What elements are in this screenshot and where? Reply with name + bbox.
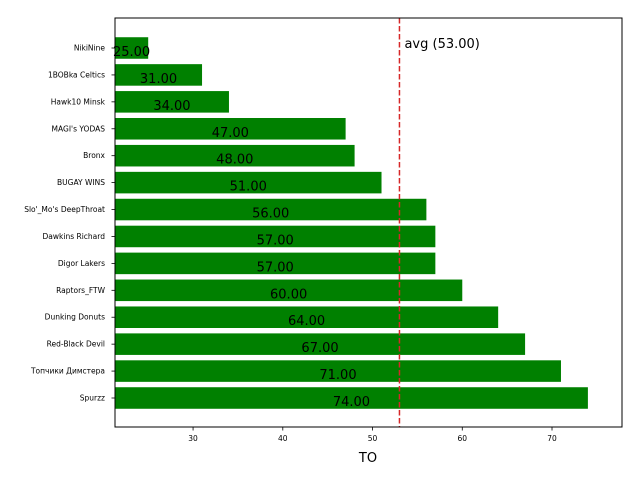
x-tick-label: 30 bbox=[188, 434, 198, 443]
bar bbox=[115, 225, 436, 248]
y-tick-labels: NikiNine 1BOBka Celtics Hawk10 Minsk MAGI's… bbox=[24, 44, 115, 403]
y-tick-label: Slo'_Mo's DeepThroat bbox=[24, 205, 105, 214]
bar bbox=[115, 198, 427, 221]
y-tick-label: Dunking Donuts bbox=[45, 313, 105, 322]
y-tick-label: Spurzz bbox=[80, 394, 105, 403]
y-tick-label: MAGI's YODAS bbox=[52, 124, 106, 133]
bar bbox=[115, 171, 382, 194]
value-label: 71.00 bbox=[319, 368, 356, 383]
plot-frame bbox=[114, 17, 623, 428]
x-axis-label: TO bbox=[358, 451, 377, 466]
bar bbox=[115, 333, 526, 355]
value-label: 51.00 bbox=[230, 180, 267, 195]
bar bbox=[115, 91, 229, 113]
y-tick-label: 1BOBka Celtics bbox=[48, 70, 105, 79]
bar bbox=[115, 144, 355, 167]
value-label: 34.00 bbox=[153, 99, 190, 114]
y-tick-label: BUGAY WINS bbox=[57, 178, 105, 187]
x-tick-label: 40 bbox=[278, 434, 288, 443]
value-label: 74.00 bbox=[333, 395, 370, 410]
bar bbox=[115, 279, 463, 302]
value-label: 47.00 bbox=[212, 126, 249, 141]
bar bbox=[115, 64, 203, 86]
value-label: 48.00 bbox=[216, 153, 253, 168]
y-tick-label: NikiNine bbox=[74, 44, 106, 53]
y-tick-label: Dawkins Richard bbox=[43, 232, 106, 241]
value-label: 67.00 bbox=[301, 341, 338, 356]
bar bbox=[115, 387, 588, 409]
value-label: 56.00 bbox=[252, 207, 289, 222]
x-ticks: 30 40 50 60 70 bbox=[188, 427, 557, 443]
x-tick-label: 50 bbox=[368, 434, 378, 443]
y-tick-label: Топчики Димстера bbox=[30, 367, 105, 376]
bars-group bbox=[115, 37, 588, 409]
y-tick-label: Hawk10 Minsk bbox=[51, 97, 106, 106]
x-tick-label: 70 bbox=[547, 434, 557, 443]
value-labels: 25.00 31.00 34.00 47.00 48.00 51.00 56.00 57.00… bbox=[113, 45, 370, 410]
value-label: 60.00 bbox=[270, 287, 307, 302]
bar bbox=[115, 37, 149, 59]
bar bbox=[115, 360, 561, 382]
y-tick-label: Raptors_FTW bbox=[56, 286, 105, 295]
value-label: 64.00 bbox=[288, 314, 325, 329]
y-tick-label: Digor Lakers bbox=[58, 259, 105, 268]
value-label: 31.00 bbox=[140, 72, 177, 87]
value-label: 57.00 bbox=[257, 233, 294, 248]
value-label: 25.00 bbox=[113, 45, 150, 60]
y-tick-label: Bronx bbox=[83, 151, 105, 160]
average-label: avg (53.00) bbox=[404, 37, 479, 52]
bar bbox=[115, 118, 346, 140]
x-tick-label: 60 bbox=[457, 434, 467, 443]
y-tick-label: Red-Black Devil bbox=[47, 340, 105, 349]
bar bbox=[115, 306, 499, 328]
bar bbox=[115, 252, 436, 275]
value-label: 57.00 bbox=[257, 260, 294, 275]
